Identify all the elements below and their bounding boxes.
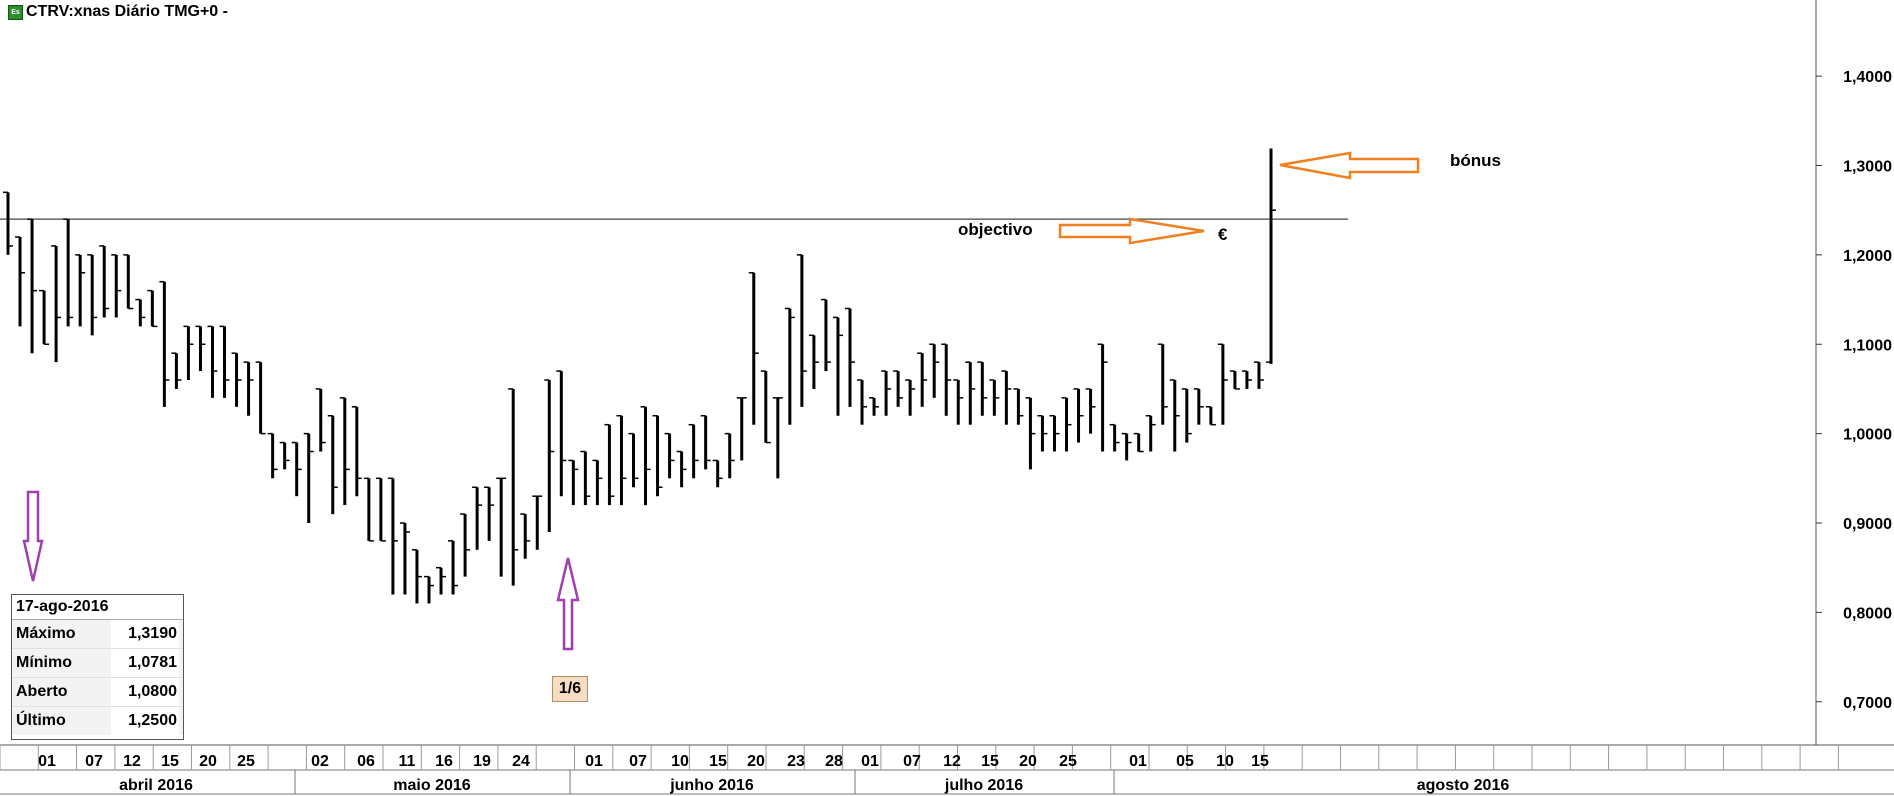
x-day-label: 20 — [747, 753, 765, 770]
objective-arrow — [1058, 217, 1205, 245]
x-day-label: 25 — [1059, 753, 1077, 770]
y-tick-label: 0,9000 — [1843, 516, 1892, 533]
x-day-label: 01 — [38, 753, 56, 770]
x-day-label: 10 — [1216, 753, 1234, 770]
info-row-low: Mínimo 1,0781 — [12, 649, 183, 678]
x-day-label: 07 — [629, 753, 647, 770]
x-day-label: 24 — [512, 753, 530, 770]
x-day-label: 15 — [1251, 753, 1269, 770]
info-label: Aberto — [16, 683, 68, 700]
y-tick-label: 1,3000 — [1843, 159, 1892, 176]
x-month-label: junho 2016 — [669, 777, 754, 794]
ohlc-info-box: 17-ago-2016 Máximo 1,3190 Mínimo 1,0781 … — [11, 594, 184, 740]
x-day-label: 20 — [199, 753, 217, 770]
x-month-label: julho 2016 — [944, 777, 1023, 794]
info-row-last: Último 1,2500 — [12, 707, 183, 735]
x-day-label: 20 — [1019, 753, 1037, 770]
x-day-label: 23 — [787, 753, 805, 770]
y-tick-label: 1,4000 — [1843, 69, 1892, 86]
x-day-label: 01 — [585, 753, 603, 770]
x-day-label: 16 — [435, 753, 453, 770]
info-value: 1,2500 — [111, 707, 179, 735]
x-day-label: 01 — [861, 753, 879, 770]
x-day-label: 12 — [123, 753, 141, 770]
y-tick-label: 0,7000 — [1843, 695, 1892, 712]
y-tick-label: 0,8000 — [1843, 605, 1892, 622]
info-value: 1,0800 — [111, 678, 179, 706]
x-day-label: 28 — [825, 753, 843, 770]
objective-label: objectivo — [958, 220, 1033, 239]
y-tick-label: 1,1000 — [1843, 337, 1892, 354]
x-day-label: 07 — [903, 753, 921, 770]
stock-split-badge[interactable]: 1/6 — [552, 676, 588, 702]
chart-title-bar: Es CTRV:xnas Diário TMG+0 - — [8, 2, 228, 22]
info-label: Último — [16, 712, 66, 729]
info-row-high: Máximo 1,3190 — [12, 620, 183, 649]
x-day-label: 02 — [311, 753, 329, 770]
info-label: Máximo — [16, 625, 76, 642]
info-value: 1,0781 — [111, 649, 179, 677]
purple-down-arrow — [22, 490, 44, 582]
info-date: 17-ago-2016 — [12, 595, 183, 620]
x-day-label: 05 — [1176, 753, 1194, 770]
chart-title: CTRV:xnas Diário TMG+0 - — [26, 3, 228, 20]
x-month-label: abril 2016 — [119, 777, 193, 794]
x-day-label: 10 — [671, 753, 689, 770]
euro-label: € — [1218, 225, 1228, 244]
info-value: 1,3190 — [111, 620, 179, 648]
chart-app-icon: Es — [8, 4, 23, 20]
x-month-label: maio 2016 — [393, 777, 470, 794]
bonus-arrow — [1279, 151, 1420, 180]
x-day-label: 07 — [85, 753, 103, 770]
info-label: Mínimo — [16, 654, 72, 671]
purple-up-arrow — [556, 557, 580, 651]
x-day-label: 12 — [943, 753, 961, 770]
x-day-label: 15 — [709, 753, 727, 770]
x-day-label: 19 — [473, 753, 491, 770]
x-month-label: agosto 2016 — [1417, 777, 1510, 794]
x-day-label: 11 — [399, 753, 416, 770]
bonus-label: bónus — [1450, 151, 1501, 170]
x-day-label: 06 — [357, 753, 375, 770]
x-day-label: 15 — [161, 753, 179, 770]
x-day-label: 25 — [237, 753, 255, 770]
x-day-label: 01 — [1129, 753, 1147, 770]
info-row-open: Aberto 1,0800 — [12, 678, 183, 707]
x-day-label: 15 — [981, 753, 999, 770]
y-tick-label: 1,2000 — [1843, 248, 1892, 265]
y-tick-label: 1,0000 — [1843, 427, 1892, 444]
